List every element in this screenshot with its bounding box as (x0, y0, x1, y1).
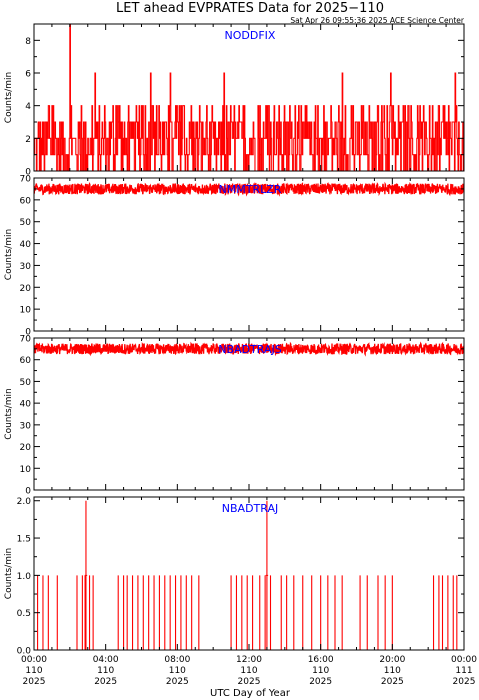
y-tick-label: 20 (20, 443, 32, 453)
panel-2: 0 10 20 30 40 50 60 70 NMMTRLZR Counts/min (4, 175, 465, 338)
x-tick-time: 00:00 (21, 655, 47, 665)
y-tick-label: 30 (20, 262, 32, 272)
series-line-3 (34, 341, 464, 357)
x-tick-time: 04:00 (93, 655, 119, 665)
y-tick-label: 60 (20, 356, 32, 366)
x-tick-day: 110 (240, 666, 257, 676)
y-axis-label: Counts/min (4, 229, 14, 280)
x-tick-year: 2025 (238, 677, 261, 687)
panel-title: NBADTRAJ (222, 502, 278, 515)
y-tick-label: 30 (20, 421, 32, 431)
y-axis-label: Counts/min (4, 548, 14, 599)
figure-timestamp: Sat Apr 26 09:55:36 2025 ACE Science Cen… (290, 16, 464, 25)
y-tick-label: 40 (20, 240, 32, 250)
y-tick-label: 0.0 (17, 647, 32, 657)
y-tick-label: 0 (25, 328, 31, 338)
series-line-2 (34, 181, 464, 197)
y-tick-label: 70 (20, 175, 32, 185)
x-tick-time: 00:00 (451, 655, 477, 665)
panel-frame (33, 23, 465, 172)
x-tick-day: 110 (384, 666, 401, 676)
x-tick-year: 2025 (453, 677, 476, 687)
y-tick-label: 20 (20, 284, 32, 294)
y-tick-label: 40 (20, 400, 32, 410)
x-tick-year: 2025 (381, 677, 404, 687)
x-tick-year: 2025 (23, 677, 46, 687)
panel-1: 0 2 4 6 8 NODDFIX Counts/min (4, 23, 465, 178)
x-tick-year: 2025 (309, 677, 332, 687)
y-tick-label: 10 (20, 465, 32, 475)
y-tick-label: 10 (20, 306, 32, 316)
x-tick-day: 111 (455, 666, 472, 676)
panel-frame (33, 496, 465, 651)
x-tick-day: 110 (97, 666, 114, 676)
x-tick-time: 16:00 (308, 655, 334, 665)
x-tick-time: 08:00 (164, 655, 190, 665)
x-tick-time: 20:00 (379, 655, 405, 665)
figure-title: LET ahead EVPRATES Data for 2025−110 (116, 1, 384, 16)
y-tick-label: 4 (25, 102, 31, 112)
y-axis-label: Counts/min (4, 388, 14, 439)
y-tick-label: 70 (20, 335, 32, 345)
y-axis-label: Counts/min (4, 72, 14, 123)
panel-title: NODDFIX (225, 29, 276, 42)
x-tick-day: 110 (169, 666, 186, 676)
x-axis-tick-labels: 00:00110202504:00110202508:00110202512:0… (21, 655, 477, 687)
y-tick-label: 6 (25, 70, 31, 80)
x-tick-year: 2025 (94, 677, 117, 687)
y-tick-label: 60 (20, 196, 32, 206)
series-line-1 (34, 24, 464, 171)
y-tick-label: 8 (25, 37, 31, 47)
series-line-4 (34, 500, 464, 650)
panel-title: NMMTRLZR (219, 183, 282, 196)
panel-4: 0.0 0.5 1.0 1.5 2.0 NBADTRAJ Counts/min (4, 496, 465, 657)
y-tick-label: 50 (20, 218, 32, 228)
x-axis-label: UTC Day of Year (210, 688, 291, 699)
panel-3: 0 10 20 30 40 50 60 70 NBADTRAJS Counts/min (4, 335, 465, 497)
y-tick-label: 0.5 (17, 609, 31, 619)
panel-frame (33, 337, 465, 491)
x-tick-year: 2025 (166, 677, 189, 687)
y-tick-label: 50 (20, 378, 32, 388)
y-tick-label: 0 (25, 168, 31, 178)
x-tick-day: 110 (312, 666, 329, 676)
x-tick-time: 12:00 (236, 655, 262, 665)
y-tick-label: 1.0 (17, 572, 32, 582)
y-tick-label: 0 (25, 487, 31, 497)
panels: 0 2 4 6 8 NODDFIX Counts/min 0 10 20 30 40 50 60 70 NMM… (4, 23, 465, 657)
y-tick-label: 2 (25, 135, 31, 145)
x-tick-day: 110 (25, 666, 42, 676)
y-tick-label: 1.5 (17, 535, 31, 545)
y-tick-label: 2.0 (17, 497, 32, 507)
panel-title: NBADTRAJS (218, 343, 281, 356)
panel-frame (33, 177, 465, 332)
